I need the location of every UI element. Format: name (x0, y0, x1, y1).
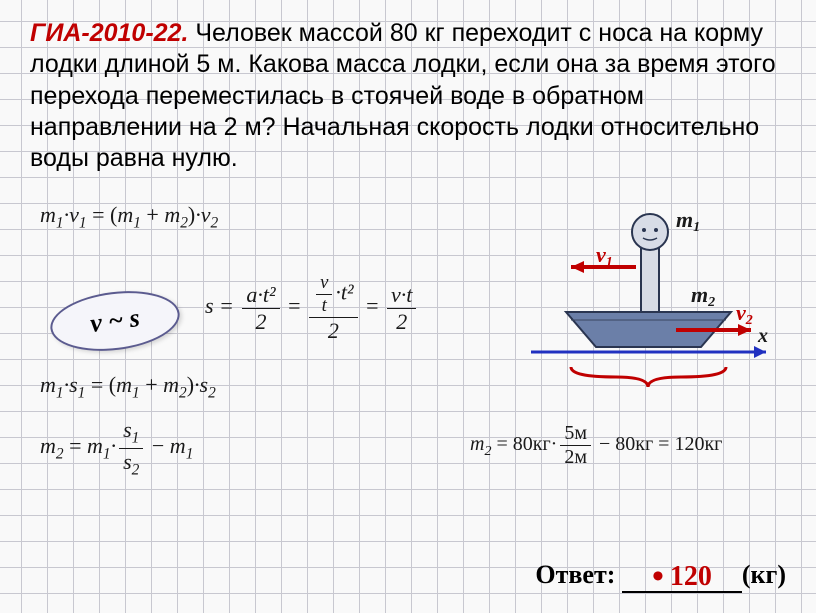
kin-f2b: ·t² (335, 280, 353, 305)
problem-tag: ГИА-2010-22. (30, 19, 188, 47)
eq-calculation: m2 = 80кг·5м2м − 80кг = 120кг (470, 422, 722, 469)
boat-diagram: x m1 m2 v1 (526, 192, 776, 412)
answer-label: Ответ: (535, 560, 615, 589)
kin-f2ad: t (316, 295, 332, 317)
eq-distance: m1·s1 = (m1 + m2)·s2 (40, 372, 216, 402)
person-body (641, 247, 659, 312)
person-head (632, 214, 668, 250)
brace-icon (571, 367, 726, 387)
answer-value: 120 (670, 561, 712, 592)
m2-label: m2 (691, 282, 715, 310)
eq-momentum: m1·v1 = (m1 + m2)·v2 (40, 202, 218, 232)
eq-solve-m2: m2 = m1·s1s2 − m1 (40, 417, 193, 479)
kin-eq2: = (366, 293, 378, 318)
hint-bubble: v ~ s (47, 285, 183, 358)
hint-text: v ~ s (89, 303, 142, 339)
axis-x-label: x (757, 325, 768, 347)
solution-area: m1·v1 = (m1 + m2)·v2 v ~ s s = a·t²2 = v… (30, 192, 786, 522)
problem-statement: ГИА-2010-22. Человек массой 80 кг перехо… (30, 18, 786, 174)
kin-f1d: 2 (242, 309, 279, 335)
eq-kinematics: s = a·t²2 = vt·t²2 = v·t2 (205, 272, 419, 344)
answer-unit: (кг) (742, 560, 786, 589)
v2-label: v2 (736, 300, 753, 328)
kin-eq1: = (288, 293, 300, 318)
kin-lhs: s = (205, 293, 234, 318)
kin-f1n: a·t² (242, 282, 279, 309)
v1-label: v1 (596, 242, 613, 270)
kin-f3d: 2 (387, 309, 416, 335)
m1-label: m1 (676, 207, 700, 235)
kin-f2d: 2 (309, 318, 358, 344)
answer-line: Ответ: •120(кг) (535, 559, 786, 593)
kin-f2an: v (316, 272, 332, 295)
kin-f3n: v·t (387, 282, 416, 309)
